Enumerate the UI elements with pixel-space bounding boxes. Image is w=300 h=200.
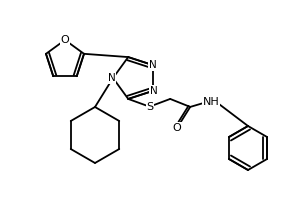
Text: O: O [61, 35, 69, 45]
Text: NH: NH [203, 97, 220, 107]
Text: N: N [108, 73, 116, 83]
Text: O: O [173, 123, 182, 133]
Text: N: N [149, 60, 157, 70]
Text: S: S [147, 102, 154, 112]
Text: N: N [150, 86, 158, 96]
